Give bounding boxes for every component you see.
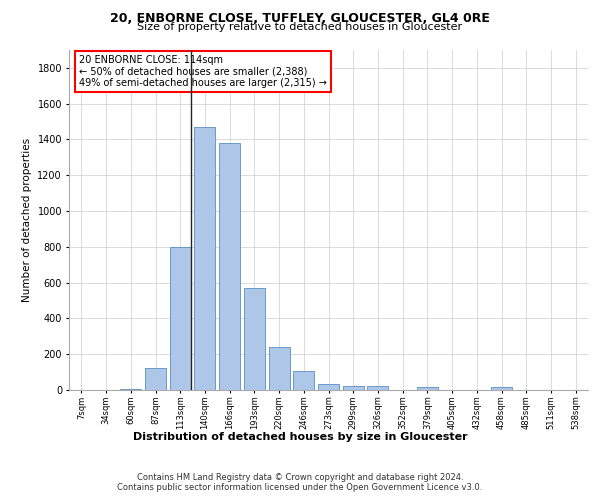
Text: Distribution of detached houses by size in Gloucester: Distribution of detached houses by size …	[133, 432, 467, 442]
Bar	[269, 347, 290, 390]
Bar	[194, 127, 215, 390]
Text: Contains public sector information licensed under the Open Government Licence v3: Contains public sector information licen…	[118, 484, 482, 492]
Text: Size of property relative to detached houses in Gloucester: Size of property relative to detached ho…	[137, 22, 463, 32]
Bar	[170, 247, 191, 390]
Bar	[318, 384, 339, 390]
Text: 20, ENBORNE CLOSE, TUFFLEY, GLOUCESTER, GL4 0RE: 20, ENBORNE CLOSE, TUFFLEY, GLOUCESTER, …	[110, 12, 490, 26]
Bar	[293, 371, 314, 390]
Bar	[417, 388, 438, 390]
Bar	[367, 386, 388, 390]
Bar	[244, 288, 265, 390]
Y-axis label: Number of detached properties: Number of detached properties	[22, 138, 32, 302]
Bar	[145, 368, 166, 390]
Bar	[219, 143, 240, 390]
Text: 20 ENBORNE CLOSE: 114sqm
← 50% of detached houses are smaller (2,388)
49% of sem: 20 ENBORNE CLOSE: 114sqm ← 50% of detach…	[79, 55, 327, 88]
Text: Contains HM Land Registry data © Crown copyright and database right 2024.: Contains HM Land Registry data © Crown c…	[137, 472, 463, 482]
Bar	[343, 386, 364, 390]
Bar	[491, 388, 512, 390]
